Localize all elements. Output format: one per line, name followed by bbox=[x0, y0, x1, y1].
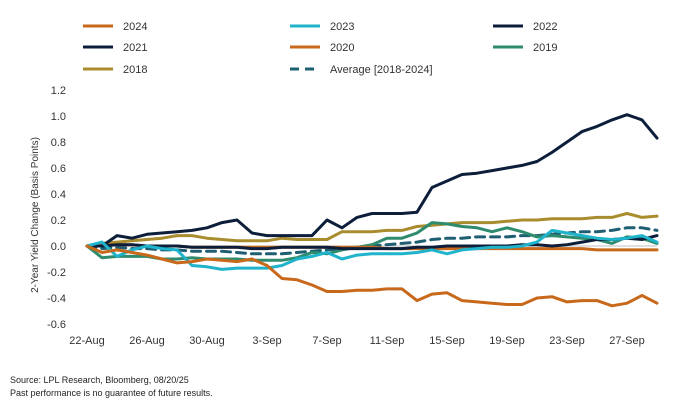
x-tick-label: 7-Sep bbox=[312, 335, 341, 347]
y-tick-label: 1.0 bbox=[51, 111, 66, 123]
x-tick-label: 26-Aug bbox=[129, 335, 164, 347]
x-tick-label: 27-Sep bbox=[609, 335, 644, 347]
legend-label: 2019 bbox=[533, 42, 557, 54]
y-tick-label: -0.4 bbox=[47, 293, 66, 305]
y-tick-label: 1.2 bbox=[51, 85, 66, 97]
legend-label: 2024 bbox=[123, 21, 147, 33]
series-line bbox=[85, 234, 659, 251]
x-tick-label: 3-Sep bbox=[252, 335, 281, 347]
y-tick-label: 0.8 bbox=[51, 137, 66, 149]
series-line bbox=[85, 228, 659, 271]
legend-label: 2018 bbox=[123, 64, 147, 76]
legend-label: Average [2018-2024] bbox=[330, 64, 433, 76]
y-tick-label: 0.2 bbox=[51, 215, 66, 227]
source-note: Source: LPL Research, Bloomberg, 08/20/2… bbox=[10, 375, 189, 385]
series-line bbox=[85, 113, 659, 248]
y-axis-label: 2-Year Yield Change (Basis Points) bbox=[30, 137, 41, 293]
x-tick-label: 11-Sep bbox=[370, 335, 405, 347]
x-tick-label: 19-Sep bbox=[489, 335, 524, 347]
series-line bbox=[85, 212, 659, 248]
y-tick-label: 0.6 bbox=[51, 163, 66, 175]
y-tick-label: 0.4 bbox=[51, 189, 66, 201]
legend-label: 2021 bbox=[123, 42, 147, 54]
disclaimer-note: Past performance is no guarantee of futu… bbox=[10, 388, 213, 398]
series-line bbox=[85, 221, 659, 262]
legend-label: 2022 bbox=[533, 21, 557, 33]
legend-label: 2020 bbox=[330, 42, 354, 54]
y-tick-label: 0.0 bbox=[51, 241, 66, 253]
y-tick-label: -0.6 bbox=[47, 319, 66, 331]
x-tick-label: 23-Sep bbox=[549, 335, 584, 347]
x-tick-label: 15-Sep bbox=[429, 335, 464, 347]
legend-label: 2023 bbox=[330, 21, 354, 33]
x-tick-label: 22-Aug bbox=[69, 335, 104, 347]
x-tick-label: 30-Aug bbox=[189, 335, 224, 347]
y-tick-label: -0.2 bbox=[47, 267, 66, 279]
series-line bbox=[85, 244, 659, 308]
